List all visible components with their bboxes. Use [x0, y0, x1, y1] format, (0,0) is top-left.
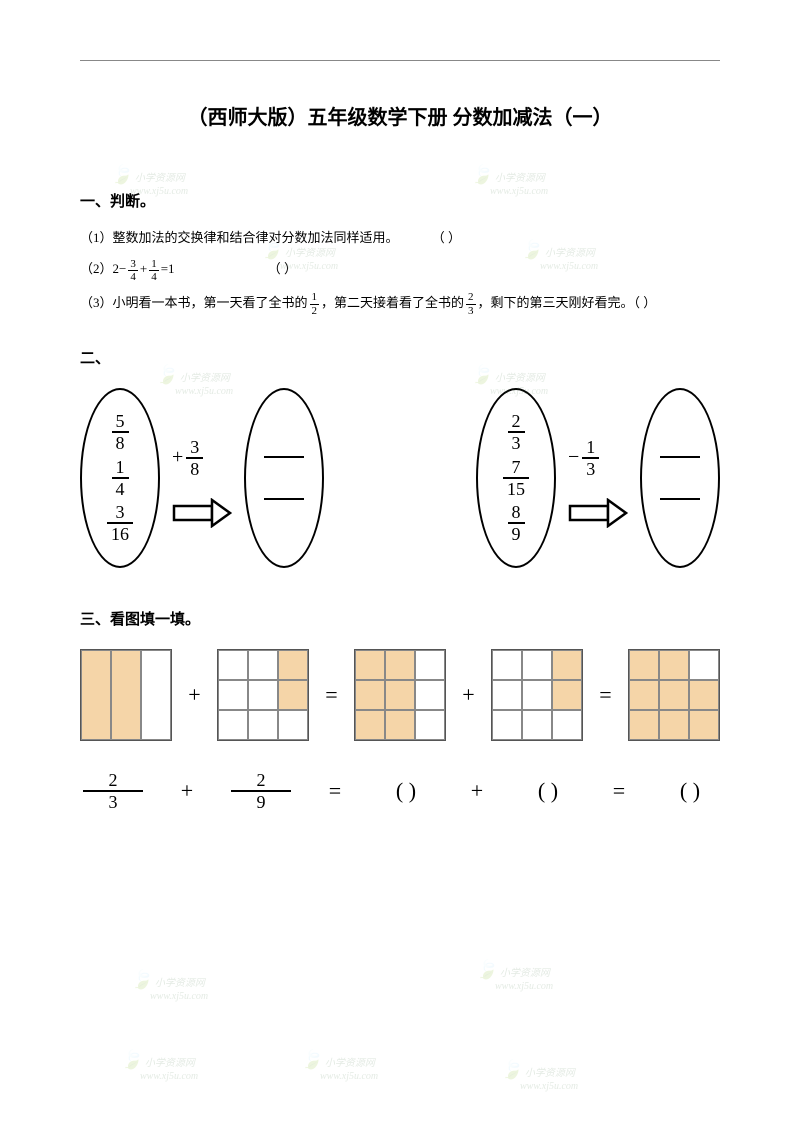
grid-box-2 [217, 649, 309, 741]
section-1-heading: 一、判断。 [80, 190, 720, 211]
blank-slot [660, 498, 700, 500]
section-2-heading: 二、 [80, 347, 720, 368]
equals-op: = [599, 682, 611, 708]
operation-left: + 38 [172, 438, 206, 478]
question-3: （3）小明看一本书，第一天看了全书的12，第二天接着看了全书的23，剩下的第三天… [80, 291, 720, 317]
q3-text1: 小明看一本书，第一天看了全书的 [113, 295, 308, 310]
watermark: 🍃 小学资源网www.xj5u.com [500, 1060, 578, 1092]
q2-suffix: =1 [161, 261, 175, 276]
oval-middle-right: − 13 [568, 428, 628, 528]
q3-frac1: 12 [310, 291, 320, 316]
eq-blank3: ( ) [660, 778, 720, 804]
q3-label: （3） [80, 295, 113, 310]
oval-frac: 58 [112, 412, 129, 452]
grid-row: + = + = [80, 649, 720, 741]
oval-left-input: 58 14 316 [80, 388, 160, 568]
q3-text3: ，剩下的第三天刚好看完。（ ） [478, 295, 657, 310]
oval-middle-left: + 38 [172, 428, 232, 528]
watermark: 🍃 小学资源网www.xj5u.com [130, 970, 208, 1002]
oval-left-output [244, 388, 324, 568]
equation-row: 23 + 29 = ( ) + ( ) = ( ) [80, 771, 720, 811]
oval-frac: 316 [107, 503, 133, 543]
q2-plus: + [140, 261, 147, 276]
top-rule [80, 60, 720, 61]
q2-frac2: 14 [149, 258, 159, 283]
blank-slot [660, 456, 700, 458]
q1-label: （1） [80, 230, 113, 245]
q3-text2: ，第二天接着看了全书的 [321, 295, 464, 310]
eq-plus2: + [447, 778, 507, 804]
oval-frac: 23 [508, 412, 525, 452]
eq-equals: = [305, 778, 365, 804]
q1-paren: （ ） [432, 230, 461, 245]
page-title: （西师大版）五年级数学下册 分数加减法（一） [80, 101, 720, 130]
arrow-right-icon [172, 498, 232, 528]
oval-group-right: 23 715 89 − 13 [476, 388, 720, 568]
question-2: （2）2−34+14=1 （ ） [80, 257, 720, 283]
oval-frac: 14 [112, 458, 129, 498]
arrow-right-icon [568, 498, 628, 528]
question-1: （1）整数加法的交换律和结合律对分数加法同样适用。 （ ） [80, 226, 720, 249]
plus-op: + [188, 682, 200, 708]
watermark: 🍃 小学资源网www.xj5u.com [120, 1050, 198, 1082]
blank-slot [264, 498, 304, 500]
plus-op: + [462, 682, 474, 708]
q2-label: （2） [80, 261, 113, 276]
grid-box-3 [354, 649, 446, 741]
q3-frac2: 23 [466, 291, 476, 316]
watermark: 🍃 小学资源网www.xj5u.com [300, 1050, 378, 1082]
q2-paren: （ ） [268, 261, 297, 276]
equals-op: = [325, 682, 337, 708]
eq-equals2: = [589, 778, 649, 804]
q1-text: 整数加法的交换律和结合律对分数加法同样适用。 [113, 230, 399, 245]
oval-right-input: 23 715 89 [476, 388, 556, 568]
eq-plus: + [157, 778, 217, 804]
oval-frac: 715 [503, 458, 529, 498]
grid-box-5 [628, 649, 720, 741]
oval-section: 58 14 316 + 38 23 715 89 − [80, 388, 720, 568]
operation-right: − 13 [568, 438, 602, 478]
watermark: 🍃 小学资源网www.xj5u.com [475, 960, 553, 992]
eq-blank1: ( ) [376, 778, 436, 804]
oval-group-left: 58 14 316 + 38 [80, 388, 324, 568]
grid-box-1 [80, 649, 172, 741]
grid-section: + = + = [80, 649, 720, 811]
q2-prefix: 2− [113, 261, 127, 276]
blank-slot [264, 456, 304, 458]
section-3-heading: 三、看图填一填。 [80, 608, 720, 629]
op-frac: 13 [582, 438, 599, 478]
q2-frac1: 34 [128, 258, 138, 283]
eq-blank2: ( ) [518, 778, 578, 804]
grid-box-4 [491, 649, 583, 741]
op-frac: 38 [186, 438, 203, 478]
oval-right-output [640, 388, 720, 568]
eq-frac1: 23 [83, 771, 143, 811]
eq-frac2: 29 [231, 771, 291, 811]
oval-frac: 89 [508, 503, 525, 543]
